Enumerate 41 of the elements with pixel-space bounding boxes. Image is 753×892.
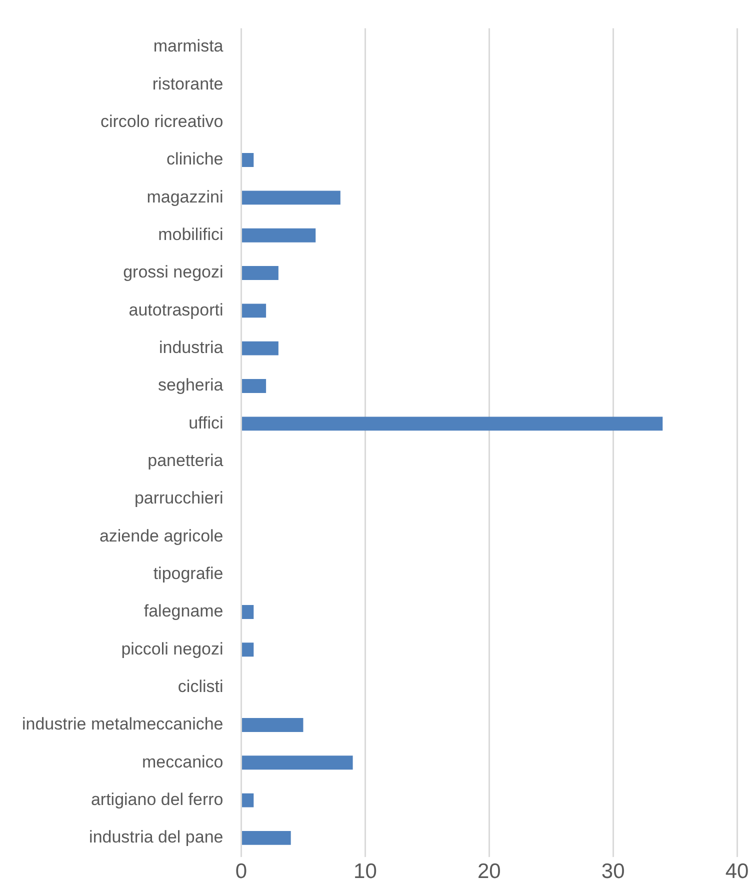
y-tick-label: autotrasporti (128, 300, 224, 320)
y-tick-label: grossi negozi (123, 262, 224, 282)
x-tick-label: 10 (354, 860, 377, 884)
y-tick-label: tipografie (153, 564, 224, 584)
y-tick-label: industrie metalmeccaniche (22, 714, 224, 734)
y-tick-label: falegname (144, 602, 224, 621)
x-tick-label: 40 (725, 860, 749, 884)
y-tick-label: marmista (153, 36, 224, 56)
bar (242, 190, 340, 205)
bar (242, 605, 254, 619)
y-tick-label: mobilifici (158, 225, 224, 244)
y-tick-label: segheria (158, 376, 224, 395)
y-tick-label: aziende agricole (99, 526, 224, 546)
bar (242, 718, 304, 732)
bar (242, 379, 266, 393)
y-tick-label: panetteria (148, 451, 224, 470)
bar (242, 756, 353, 770)
bar (242, 266, 278, 280)
y-tick-label: ciclisti (178, 677, 224, 696)
bar (242, 228, 316, 242)
bar (242, 153, 254, 167)
y-tick-label: parrucchieri (134, 488, 224, 508)
x-tick-label: 0 (235, 860, 248, 884)
x-tick-label: 30 (601, 860, 625, 884)
y-tick-label: magazzini (146, 187, 224, 206)
bar (242, 341, 278, 356)
y-tick-label: artigiano del ferro (90, 790, 224, 809)
y-tick-label: industria (158, 338, 224, 358)
bar (242, 416, 663, 431)
y-tick-label: uffici (188, 413, 224, 432)
y-tick-label: cliniche (166, 150, 224, 169)
y-tick-label: industria del pane (89, 828, 224, 847)
y-tick-label: ristorante (152, 74, 224, 94)
bar (242, 793, 254, 808)
y-tick-label: meccanico (142, 752, 224, 772)
bar (242, 304, 266, 318)
bar (242, 831, 291, 845)
x-tick-label: 20 (477, 860, 501, 884)
y-tick-label: piccoli negozi (121, 639, 224, 658)
bar (242, 642, 254, 657)
y-tick-label: circolo ricreativo (100, 112, 224, 132)
